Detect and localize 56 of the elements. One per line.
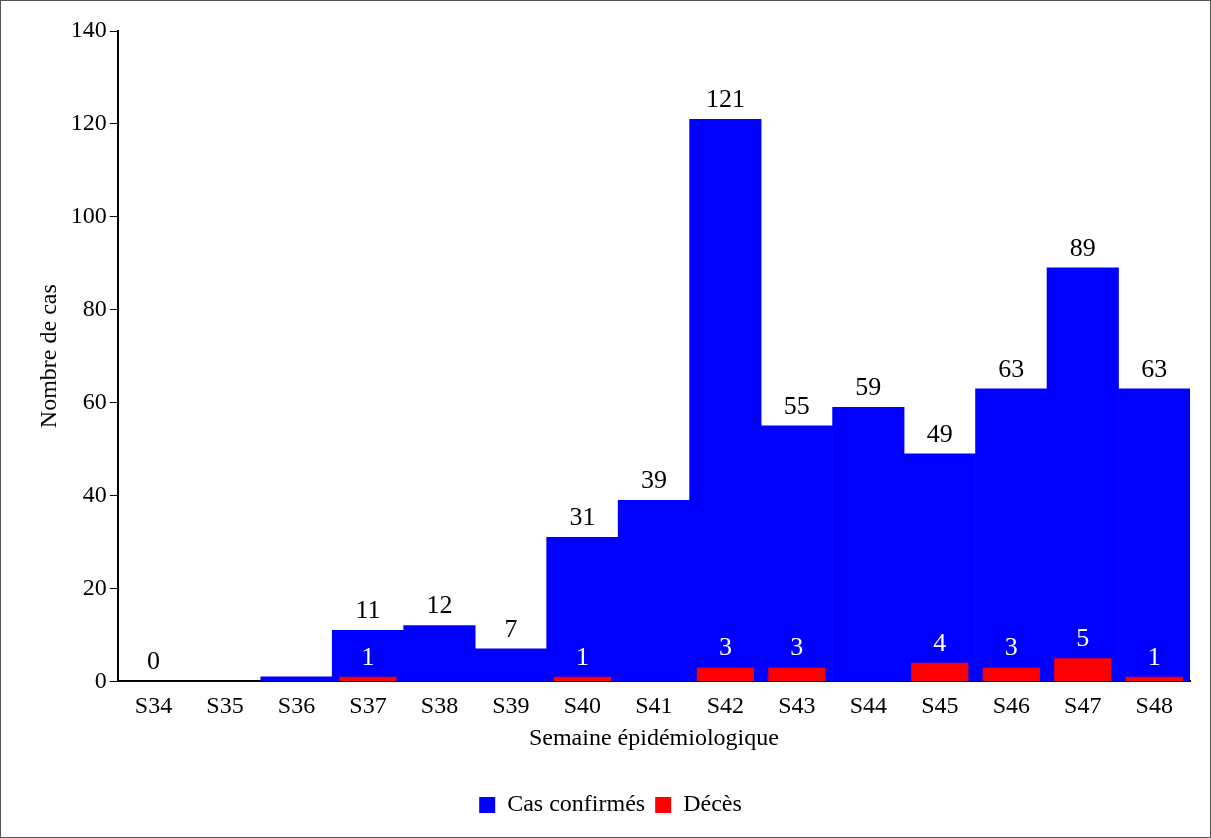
data-label: 59 (855, 372, 882, 402)
data-label: 7 (504, 613, 518, 643)
bar (1054, 658, 1112, 681)
data-label: 3 (790, 632, 804, 662)
y-tick-label: 80 (82, 295, 107, 322)
x-tick-label: S38 (420, 692, 459, 719)
data-label: 12 (426, 590, 453, 620)
y-tick-label: 120 (70, 109, 107, 136)
data-label: 4 (933, 627, 947, 657)
x-tick-label: S40 (563, 692, 602, 719)
legend-label: Cas confirmés (507, 790, 646, 817)
legend-label: Décès (683, 790, 742, 817)
x-tick-label: S37 (349, 692, 387, 719)
bar (768, 667, 826, 681)
data-label: 89 (1069, 232, 1096, 262)
y-tick-label: 140 (70, 16, 107, 43)
y-tick-label: 100 (70, 202, 107, 229)
x-tick-label: S44 (849, 692, 888, 719)
x-tick-label: S43 (778, 692, 816, 719)
data-label: 1 (361, 641, 375, 671)
bar (982, 667, 1040, 681)
x-tick-label: S47 (1064, 692, 1102, 719)
x-tick-label: S42 (706, 692, 745, 719)
x-tick-label: S41 (635, 692, 673, 719)
x-tick-label: S34 (134, 692, 173, 719)
x-tick-label: S36 (277, 692, 316, 719)
y-axis-title: Nombre de cas (34, 284, 61, 429)
x-tick-label: S39 (492, 692, 530, 719)
x-tick-label: S45 (921, 692, 959, 719)
data-label: 1 (575, 641, 589, 671)
x-tick-label: S35 (206, 692, 244, 719)
data-label: 5 (1076, 623, 1090, 652)
bar (1125, 676, 1183, 681)
x-tick-label: S46 (992, 692, 1030, 719)
data-label: 39 (640, 465, 667, 495)
data-label: 1 (1147, 641, 1161, 671)
y-tick-label: 0 (94, 666, 107, 693)
data-label: 3 (1004, 632, 1018, 662)
x-axis-title: Semaine épidémiologique (528, 723, 779, 750)
data-label: 121 (705, 84, 745, 114)
data-label: 63 (998, 353, 1025, 383)
x-tick-label: S48 (1135, 692, 1173, 719)
bar (553, 676, 612, 681)
data-label: 11 (355, 595, 381, 625)
y-tick-label: 60 (82, 387, 107, 414)
data-label: 3 (718, 632, 732, 662)
data-label: 63 (1141, 353, 1168, 383)
y-tick-label: 20 (82, 573, 107, 600)
bar (696, 667, 754, 681)
data-label: 55 (783, 390, 810, 420)
y-tick-label: 40 (82, 480, 107, 507)
data-label: 31 (569, 502, 596, 532)
bar (339, 676, 397, 681)
bar (911, 662, 969, 681)
data-label: 49 (926, 418, 953, 448)
data-label: 0 (147, 646, 161, 676)
